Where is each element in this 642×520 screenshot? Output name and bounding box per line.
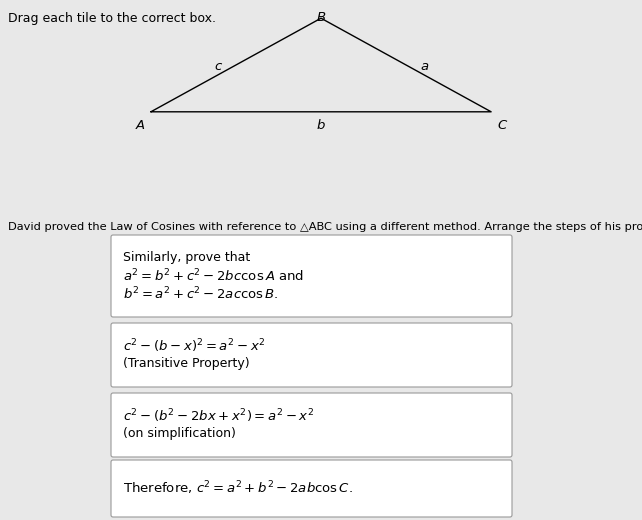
Text: Similarly, prove that: Similarly, prove that [123,252,250,265]
Text: c: c [214,60,221,73]
Text: Drag each tile to the correct box.: Drag each tile to the correct box. [8,12,216,25]
FancyBboxPatch shape [111,323,512,387]
Text: B: B [317,11,325,24]
Text: A: A [135,119,144,132]
Text: $b^2 = a^2 + c^2 - 2ac\cos B.$: $b^2 = a^2 + c^2 - 2ac\cos B.$ [123,285,279,302]
Text: $c^2 - (b - x)^2 = a^2 - x^2$: $c^2 - (b - x)^2 = a^2 - x^2$ [123,337,265,355]
Text: (Transitive Property): (Transitive Property) [123,358,250,370]
Text: (on simplification): (on simplification) [123,427,236,440]
Text: a: a [421,60,429,73]
FancyBboxPatch shape [111,460,512,517]
Text: $c^2 - (b^2 - 2bx + x^2) = a^2 - x^2$: $c^2 - (b^2 - 2bx + x^2) = a^2 - x^2$ [123,407,314,425]
Text: $a^2 = b^2 + c^2 - 2bc\cos A$ and: $a^2 = b^2 + c^2 - 2bc\cos A$ and [123,268,304,284]
Text: Therefore, $c^2 = a^2 + b^2 - 2ab\cos C.$: Therefore, $c^2 = a^2 + b^2 - 2ab\cos C.… [123,479,353,497]
Text: C: C [498,119,507,132]
FancyBboxPatch shape [111,393,512,457]
Text: David proved the Law of Cosines with reference to △ABC using a different method.: David proved the Law of Cosines with ref… [8,222,642,232]
FancyBboxPatch shape [111,235,512,317]
Text: b: b [317,119,325,132]
